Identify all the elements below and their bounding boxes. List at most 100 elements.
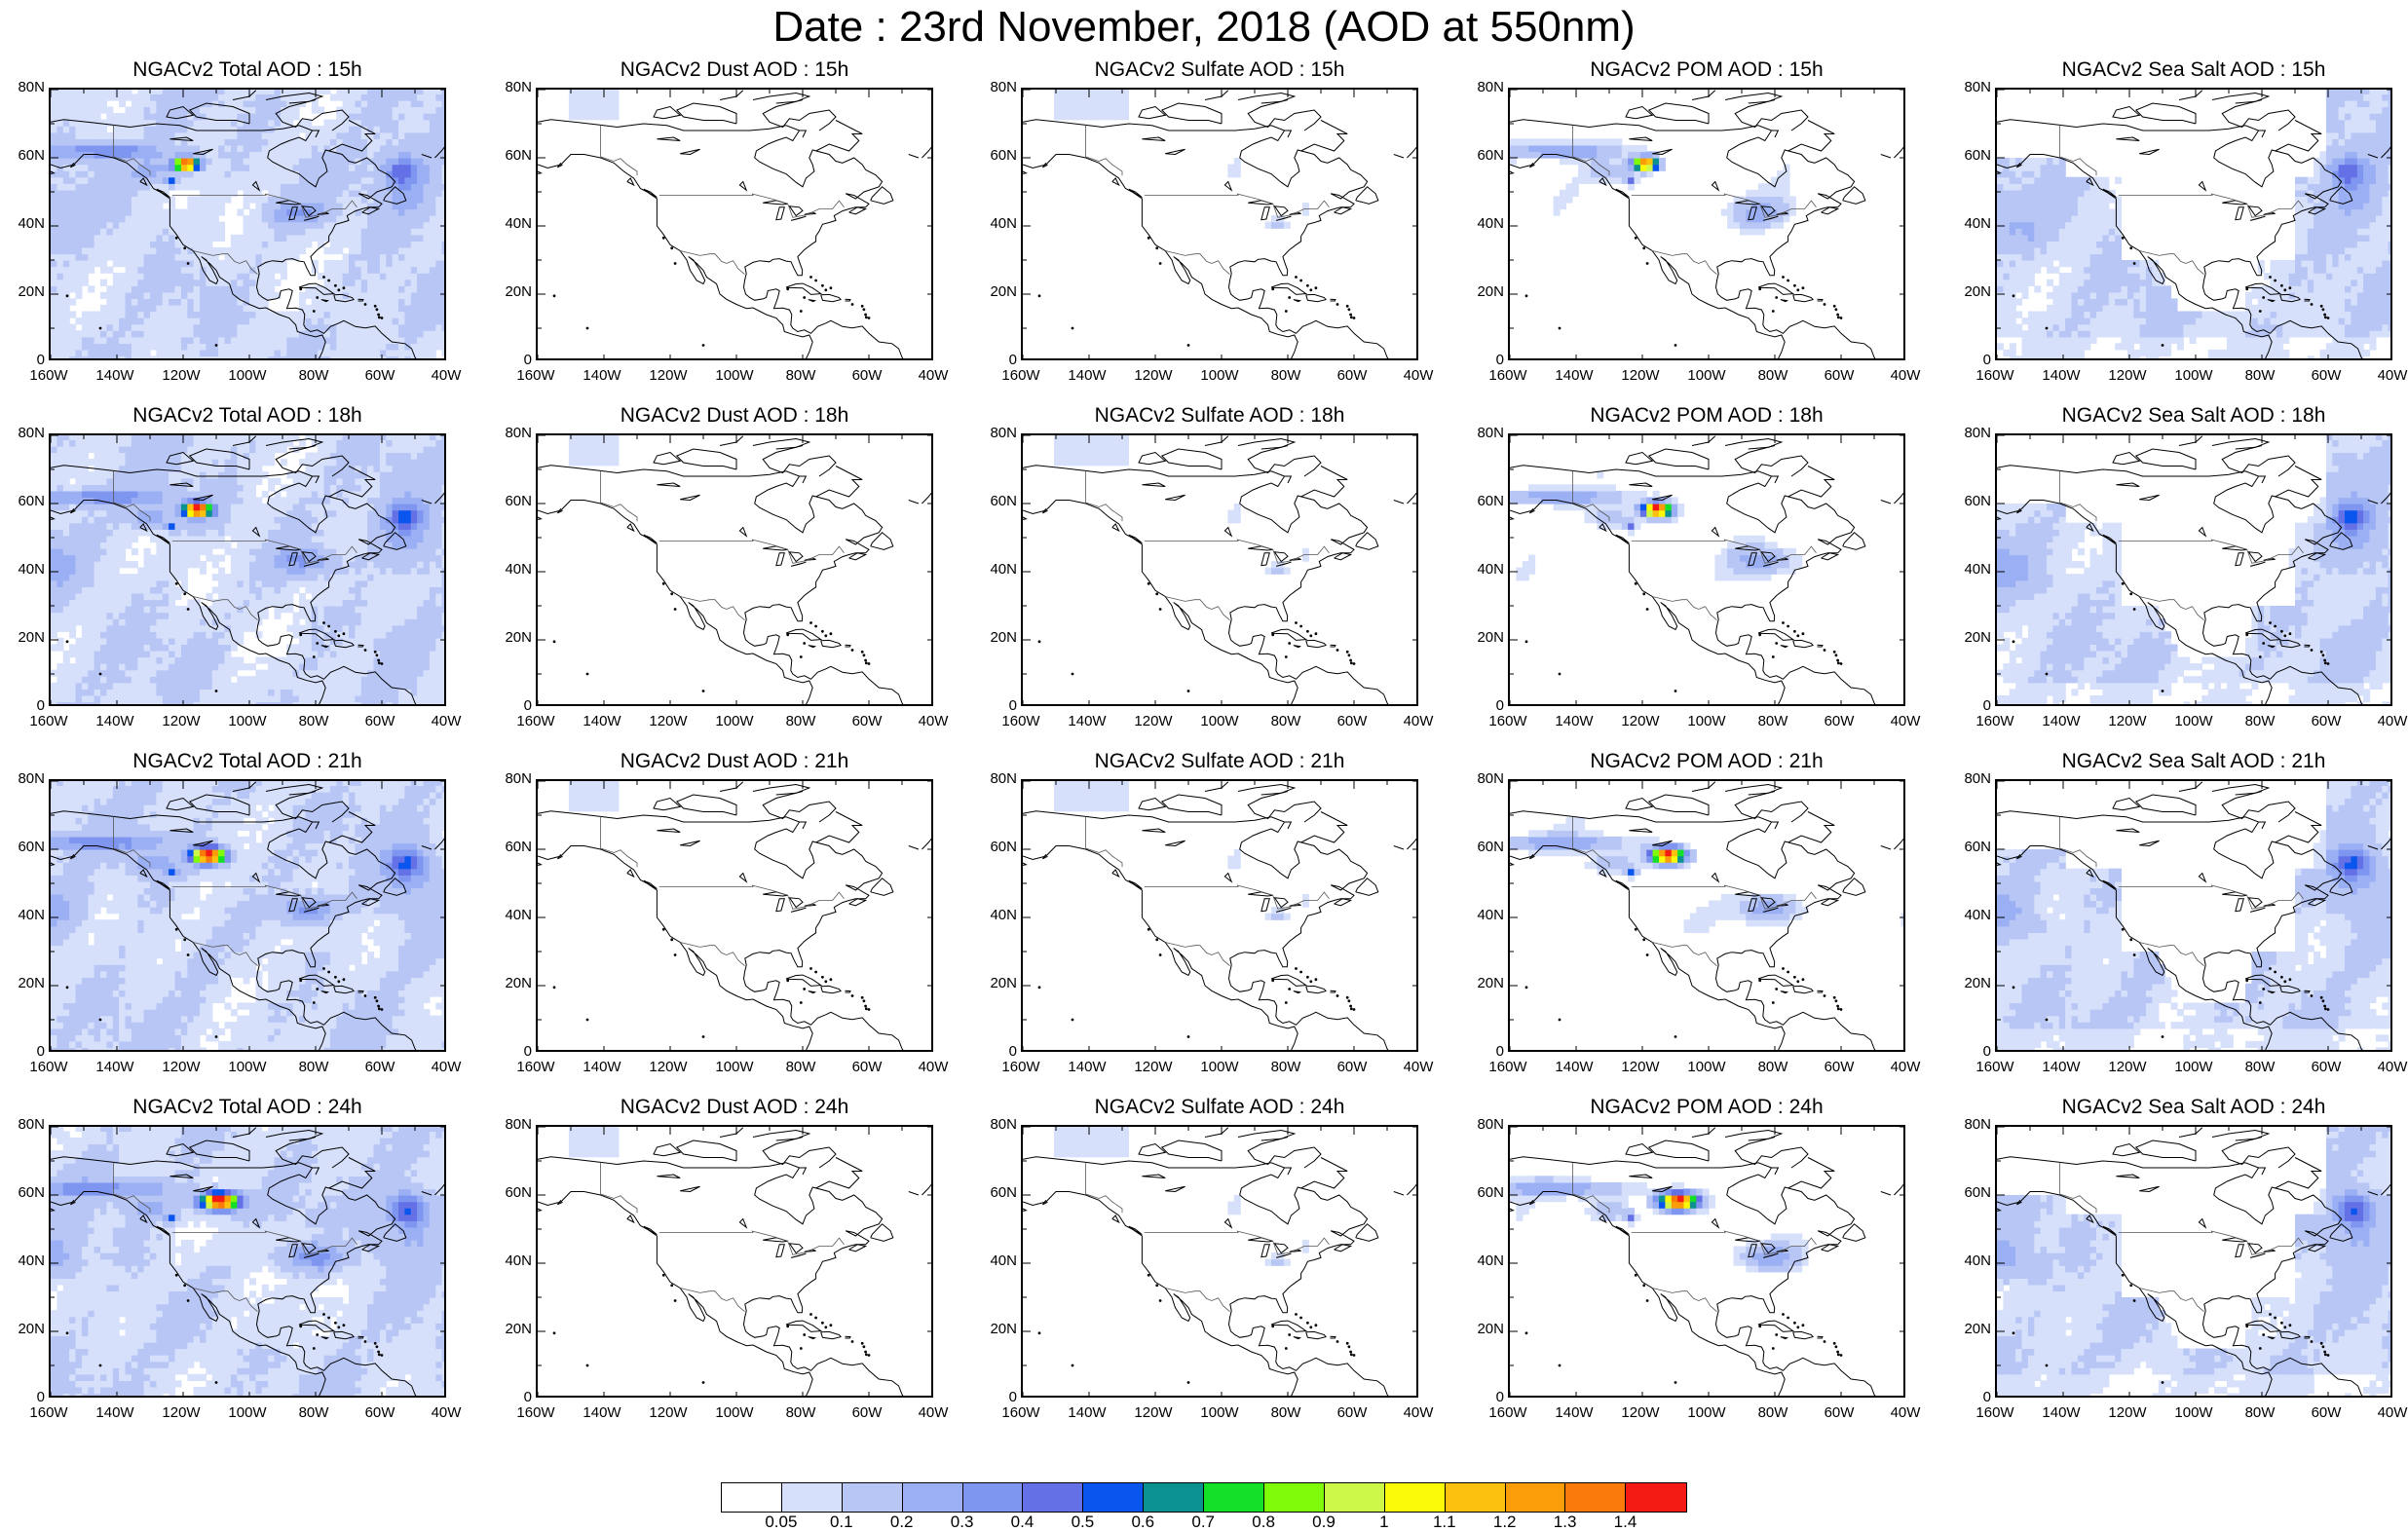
lon-tick-label: 120W	[152, 1060, 210, 1075]
lon-tick-label: 120W	[1124, 1405, 1183, 1421]
colorbar-swatch	[1385, 1483, 1446, 1512]
lon-tick-label: 60W	[1323, 1060, 1381, 1075]
map-area	[536, 88, 933, 360]
lat-tick-label: 40N	[1944, 908, 1991, 923]
colorbar-swatch	[1565, 1483, 1626, 1512]
country-borders	[601, 470, 845, 619]
colorbar-swatch	[1626, 1483, 1686, 1512]
lon-tick-label: 80W	[771, 368, 830, 384]
lon-tick-label: 40W	[1389, 1405, 1448, 1421]
colorbar-swatch	[1144, 1483, 1204, 1512]
lat-tick-label: 20N	[0, 284, 45, 300]
lat-tick-label: 0	[485, 698, 532, 714]
panel-title: NGACv2 POM AOD : 24h	[1508, 1096, 1905, 1119]
lat-tick-label: 80N	[0, 771, 45, 787]
colorbar-swatch	[963, 1483, 1024, 1512]
lon-tick-label: 160W	[1966, 368, 2024, 384]
aod-map-svg	[1997, 781, 2392, 1052]
lon-tick-label: 60W	[351, 714, 409, 729]
lon-tick-label: 160W	[1479, 1060, 1537, 1075]
aod-field	[569, 90, 620, 120]
lon-tick-label: 100W	[2164, 1060, 2223, 1075]
lat-tick-label: 80N	[970, 771, 1017, 787]
lat-tick-label: 20N	[1457, 284, 1504, 300]
lon-tick-label: 140W	[1545, 714, 1603, 729]
map-area	[1021, 1125, 1418, 1398]
lon-tick-label: 60W	[2297, 1405, 2355, 1421]
lat-tick-label: 40N	[1457, 1253, 1504, 1269]
map-area	[1508, 1125, 1905, 1398]
lon-tick-label: 80W	[1257, 1060, 1315, 1075]
lat-tick-label: 80N	[1457, 1117, 1504, 1133]
colorbar-label: 0.5	[1053, 1513, 1111, 1532]
lon-tick-label: 60W	[2297, 1060, 2355, 1075]
aod-map-svg	[1023, 90, 1418, 360]
colorbar-label: 1.4	[1597, 1513, 1655, 1532]
lon-tick-label: 120W	[639, 1060, 697, 1075]
lat-tick-label: 0	[970, 1390, 1017, 1405]
lon-tick-label: 140W	[573, 1060, 631, 1075]
lon-tick-label: 100W	[705, 714, 764, 729]
coastlines	[1023, 1128, 1418, 1398]
lon-tick-label: 160W	[992, 714, 1050, 729]
lon-tick-label: 160W	[992, 368, 1050, 384]
lon-tick-label: 140W	[86, 1060, 144, 1075]
lat-tick-label: 40N	[485, 908, 532, 923]
coastlines	[1510, 1128, 1905, 1398]
coastlines	[538, 1128, 933, 1398]
aod-map-svg	[51, 435, 446, 706]
panel-title: NGACv2 Dust AOD : 18h	[536, 404, 933, 428]
lat-tick-label: 40N	[485, 216, 532, 232]
lon-tick-label: 60W	[1810, 714, 1868, 729]
lon-tick-label: 60W	[1323, 1405, 1381, 1421]
country-borders	[1086, 816, 1330, 965]
lon-tick-label: 80W	[1744, 1060, 1802, 1075]
lon-tick-label: 40W	[1876, 1405, 1935, 1421]
lat-tick-label: 0	[0, 1390, 45, 1405]
lon-tick-label: 80W	[1257, 368, 1315, 384]
lon-tick-label: 140W	[2032, 714, 2090, 729]
colorbar-label: 0.7	[1174, 1513, 1232, 1532]
aod-field	[1510, 471, 1802, 580]
lon-tick-label: 40W	[417, 1405, 475, 1421]
lat-tick-label: 60N	[970, 494, 1017, 509]
lon-tick-label: 100W	[218, 368, 277, 384]
lon-tick-label: 100W	[218, 714, 277, 729]
lon-tick-label: 80W	[2231, 1060, 2289, 1075]
country-borders	[601, 816, 845, 965]
lon-tick-label: 160W	[507, 1060, 565, 1075]
lat-tick-label: 40N	[0, 908, 45, 923]
lon-tick-label: 100W	[2164, 368, 2223, 384]
coastlines	[538, 782, 933, 1052]
lat-tick-label: 0	[0, 353, 45, 368]
lat-tick-label: 20N	[1944, 976, 1991, 991]
country-borders	[1086, 125, 1330, 274]
lon-tick-label: 160W	[507, 368, 565, 384]
colorbar-label: 0.4	[994, 1513, 1052, 1532]
lat-tick-label: 0	[1457, 353, 1504, 368]
lon-tick-label: 160W	[1966, 714, 2024, 729]
lon-tick-label: 60W	[2297, 714, 2355, 729]
lat-tick-label: 80N	[0, 1117, 45, 1133]
aod-map-svg	[51, 1127, 446, 1398]
lon-tick-label: 120W	[152, 714, 210, 729]
country-borders	[601, 125, 845, 274]
lon-tick-label: 80W	[771, 1405, 830, 1421]
panel-title: NGACv2 Sulfate AOD : 18h	[1021, 404, 1418, 428]
lon-tick-label: 40W	[1389, 1060, 1448, 1075]
lat-tick-label: 40N	[1457, 908, 1504, 923]
lat-tick-label: 0	[0, 1044, 45, 1060]
lon-tick-label: 40W	[904, 1060, 962, 1075]
lat-tick-label: 0	[485, 353, 532, 368]
panel-title: NGACv2 Sulfate AOD : 24h	[1021, 1096, 1418, 1119]
map-area	[49, 1125, 446, 1398]
lon-tick-label: 140W	[1545, 368, 1603, 384]
colorbar-swatch	[903, 1483, 963, 1512]
lon-tick-label: 100W	[1677, 1405, 1736, 1421]
